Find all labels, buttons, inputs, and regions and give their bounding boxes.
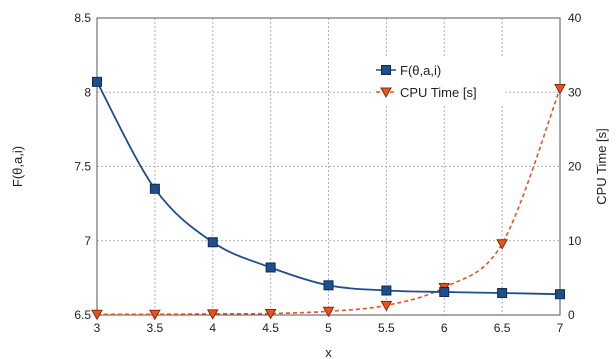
- data-point: [439, 286, 450, 297]
- data-point: [207, 237, 218, 248]
- x-tick-label: 3.5: [147, 321, 164, 335]
- data-point: [149, 183, 160, 194]
- y-tick-label: 8.5: [74, 11, 91, 25]
- series-layer: [91, 76, 566, 321]
- legend-item: CPU Time [s]: [376, 85, 477, 100]
- x-tick-label: 4: [209, 321, 216, 335]
- series-line: [96, 88, 561, 316]
- x-axis-title: x: [325, 345, 332, 359]
- y-tick-label: 7.5: [74, 160, 91, 174]
- legend-item: F(θ,a,i): [376, 63, 441, 78]
- x-tick-label: 7: [557, 321, 564, 335]
- y2-tick-label: 30: [568, 85, 582, 99]
- legend-box: [372, 56, 506, 106]
- data-point: [555, 289, 565, 300]
- x-tick-label: 6.5: [494, 321, 511, 335]
- series-1: [92, 76, 565, 300]
- x-tick-label: 3: [94, 321, 101, 335]
- legend-label: CPU Time [s]: [400, 85, 477, 100]
- data-point: [265, 262, 276, 273]
- data-point: [206, 309, 219, 320]
- y2-tick-label: 0: [568, 308, 575, 322]
- data-point: [91, 309, 103, 321]
- x-tick-label: 4.5: [262, 321, 279, 335]
- data-point: [149, 309, 161, 321]
- y-axis-title: F(θ,a,i): [10, 146, 25, 187]
- data-point: [497, 288, 508, 299]
- x-tick-label: 5: [325, 321, 332, 335]
- y2-tick-label: 20: [568, 160, 582, 174]
- data-point: [496, 239, 508, 250]
- data-point: [380, 300, 393, 312]
- legend-label: F(θ,a,i): [400, 63, 441, 78]
- y-tick-label: 7: [84, 234, 91, 248]
- x-tick-label: 5.5: [378, 321, 395, 335]
- legend-marker: [381, 65, 391, 75]
- ticks: 3 3.5 4 4.5 5 5.5 6 6.5 7 6.5 7 7.5 8 8.5 0 10 20 30 40: [74, 11, 581, 335]
- legend: F(θ,a,i) CPU Time [s]: [372, 56, 506, 106]
- y-tick-label: 8: [84, 85, 91, 99]
- data-point: [381, 285, 392, 296]
- legend-marker: [380, 87, 392, 99]
- y2-axis-title: CPU Time [s]: [594, 128, 609, 205]
- y2-tick-label: 40: [568, 11, 582, 25]
- data-point: [264, 309, 277, 320]
- data-point: [92, 76, 102, 87]
- x-tick-label: 6: [441, 321, 448, 335]
- y-tick-label: 6.5: [74, 308, 91, 322]
- data-point: [323, 280, 334, 291]
- data-point: [322, 306, 335, 318]
- y2-tick-label: 10: [568, 234, 582, 248]
- data-point: [554, 84, 566, 95]
